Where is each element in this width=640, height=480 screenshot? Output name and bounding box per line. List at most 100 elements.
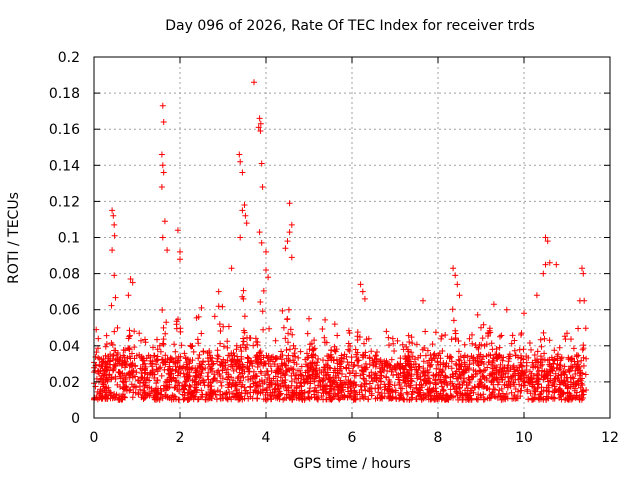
data-point (254, 339, 261, 346)
data-point (354, 337, 361, 343)
data-point (520, 346, 527, 353)
y-tick-labels: 0 0.02 0.04 0.06 0.08 0.1 0.12 0.14 0.16 0.18 0.2 (49, 50, 80, 427)
data-point (102, 352, 109, 359)
data-point (338, 389, 345, 396)
data-point (340, 394, 347, 401)
data-point (159, 307, 166, 313)
data-point (343, 364, 349, 371)
data-point (292, 345, 299, 352)
data-point (368, 375, 375, 381)
data-point (460, 354, 467, 361)
data-point (405, 380, 412, 387)
data-point (541, 350, 548, 357)
data-point (455, 381, 461, 388)
data-point (517, 387, 524, 394)
data-point (470, 389, 477, 396)
data-point (474, 396, 481, 403)
data-point (293, 394, 300, 401)
data-point (306, 372, 313, 379)
data-point (239, 207, 246, 214)
data-point (215, 353, 222, 360)
data-point (489, 371, 496, 378)
data-point (158, 372, 165, 379)
data-point (359, 391, 366, 398)
data-point (260, 287, 267, 294)
data-point (127, 386, 134, 393)
data-point (138, 375, 145, 382)
data-point (297, 367, 303, 374)
data-point (185, 396, 192, 403)
data-point (209, 395, 215, 402)
data-point (183, 359, 190, 366)
data-point (438, 333, 445, 339)
data-point (198, 387, 205, 394)
data-point (166, 374, 173, 381)
data-point (269, 389, 276, 396)
data-point (207, 388, 214, 395)
data-point (192, 369, 199, 376)
data-point (489, 346, 496, 353)
data-point (188, 391, 194, 397)
data-point (160, 341, 167, 348)
data-point (378, 362, 385, 369)
data-point (456, 384, 463, 391)
data-point (352, 391, 359, 398)
data-point (503, 306, 510, 313)
data-point (281, 372, 288, 379)
data-point (435, 352, 442, 359)
data-point (539, 361, 546, 368)
data-point (98, 375, 105, 382)
data-point (175, 316, 181, 323)
data-point (424, 375, 431, 382)
data-point (264, 387, 270, 393)
data-point (453, 368, 460, 375)
data-point (229, 352, 235, 359)
data-point (306, 388, 313, 395)
data-point (180, 370, 187, 377)
data-point (234, 358, 241, 365)
data-point (343, 353, 350, 360)
data-point (277, 374, 284, 381)
data-point (465, 396, 472, 403)
data-point (104, 361, 111, 368)
data-point (544, 238, 551, 245)
data-point (509, 332, 516, 339)
data-point (205, 369, 212, 376)
data-point (220, 343, 227, 350)
data-point (127, 355, 134, 362)
data-point (475, 362, 482, 369)
data-point (546, 388, 553, 395)
data-point (432, 377, 439, 384)
data-point (166, 378, 173, 385)
data-point (186, 369, 193, 376)
data-point (534, 348, 541, 355)
data-point (314, 359, 321, 366)
data-point (219, 303, 226, 310)
data-point (534, 372, 541, 379)
data-point (177, 256, 183, 263)
data-point (503, 367, 510, 374)
data-point (295, 375, 302, 382)
data-point (420, 365, 427, 372)
data-point (431, 355, 438, 362)
data-point (233, 342, 240, 349)
data-point (119, 361, 126, 368)
axis-ticks (93, 56, 611, 419)
data-point (496, 352, 503, 359)
data-point (283, 347, 290, 353)
x-tick-label: 6 (348, 430, 357, 446)
data-point (121, 379, 128, 386)
data-point (299, 391, 305, 398)
data-point (127, 276, 134, 282)
data-point (508, 389, 515, 396)
data-point (100, 355, 107, 362)
data-point (256, 229, 263, 236)
data-point (545, 378, 551, 385)
data-point (120, 384, 127, 391)
data-point (334, 332, 341, 339)
data-point (537, 336, 544, 343)
data-point (490, 301, 497, 308)
data-point (204, 373, 211, 380)
data-point (313, 387, 320, 394)
data-point (147, 357, 154, 364)
